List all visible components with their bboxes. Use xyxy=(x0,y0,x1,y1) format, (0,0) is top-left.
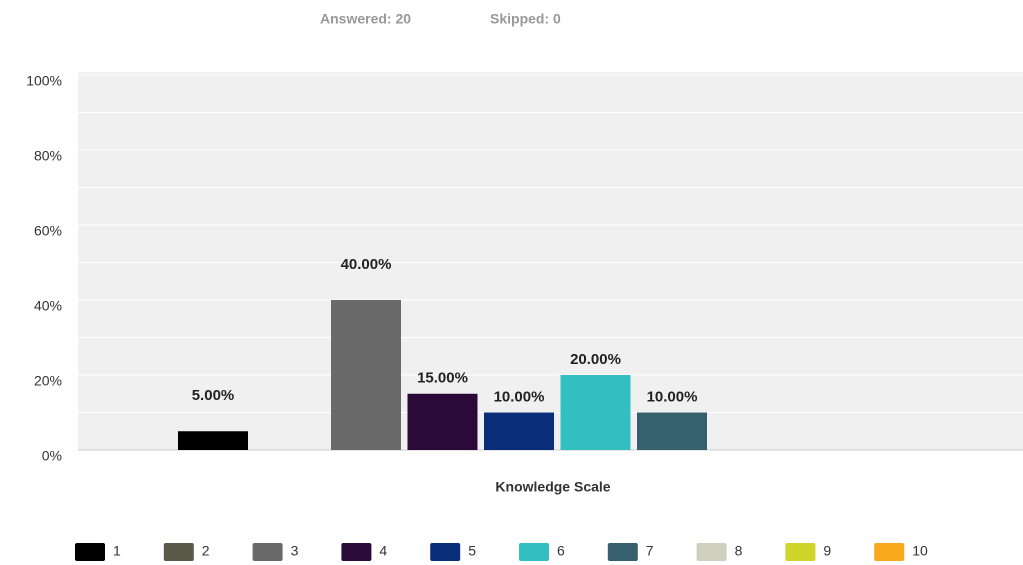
plot-area xyxy=(78,72,1023,450)
skipped-count: Skipped: 0 xyxy=(490,11,561,27)
y-tick-label: 40% xyxy=(34,298,62,314)
legend-swatch xyxy=(607,543,638,561)
data-label: 5.00% xyxy=(192,387,235,404)
data-label: 10.00% xyxy=(647,388,698,405)
legend-label: 9 xyxy=(823,543,831,559)
bar xyxy=(331,300,401,450)
bar xyxy=(484,412,554,450)
legend-swatch xyxy=(696,543,727,561)
legend-label: 2 xyxy=(202,543,210,559)
y-tick-label: 0% xyxy=(42,448,62,464)
legend-swatch xyxy=(252,543,283,561)
data-label: 40.00% xyxy=(341,256,392,273)
legend-label: 3 xyxy=(291,543,299,559)
legend-label: 7 xyxy=(646,543,654,559)
data-label: 15.00% xyxy=(417,370,468,387)
legend-swatch xyxy=(75,543,105,561)
legend-swatch xyxy=(519,543,549,561)
legend-swatch xyxy=(874,543,905,561)
legend-label: 6 xyxy=(557,543,565,559)
answered-count: Answered: 20 xyxy=(320,11,411,27)
legend-swatch xyxy=(785,543,816,561)
bar xyxy=(637,412,707,450)
legend-label: 10 xyxy=(912,543,928,559)
bar xyxy=(178,431,248,450)
legend-label: 4 xyxy=(379,543,387,559)
y-tick-label: 60% xyxy=(34,223,62,239)
legend-label: 1 xyxy=(113,543,121,559)
legend-label: 5 xyxy=(468,543,476,559)
bar xyxy=(407,393,478,450)
legend-swatch xyxy=(341,543,372,561)
data-label: 10.00% xyxy=(494,388,545,405)
y-tick-label: 100% xyxy=(26,73,62,89)
bar xyxy=(560,375,631,450)
legend-swatch xyxy=(430,543,461,561)
legend-swatch xyxy=(163,543,194,561)
y-tick-label: 80% xyxy=(34,148,62,164)
data-label: 20.00% xyxy=(570,351,621,368)
x-axis-label: Knowledge Scale xyxy=(495,479,610,495)
legend-label: 8 xyxy=(735,543,743,559)
y-tick-label: 20% xyxy=(34,373,62,389)
